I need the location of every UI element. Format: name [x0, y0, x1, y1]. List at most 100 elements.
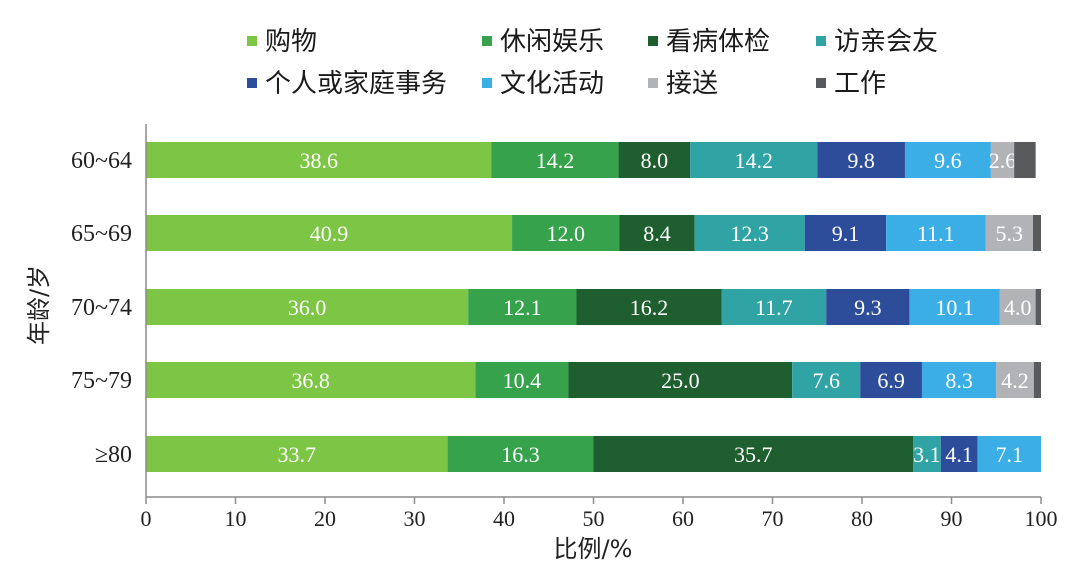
bar-segment	[146, 362, 476, 398]
data-label: 8.4	[643, 221, 671, 246]
bar-segment	[593, 436, 914, 472]
data-label: 40.9	[310, 221, 349, 246]
x-tick-label: 60	[672, 506, 694, 531]
bar-segment	[804, 215, 887, 251]
x-tick-label: 10	[225, 506, 247, 531]
data-label: 11.1	[917, 221, 955, 246]
data-label: 10.1	[935, 295, 974, 320]
bar-segment	[904, 142, 991, 178]
bar-segment	[826, 289, 910, 325]
bar-segment	[146, 142, 492, 178]
data-label: 5.3	[995, 221, 1023, 246]
data-label: 6.9	[877, 368, 905, 393]
bar-segment	[447, 436, 594, 472]
y-axis-title: 年龄/岁	[25, 265, 53, 345]
legend-label: 接送	[666, 69, 718, 99]
legend-swatch	[482, 36, 492, 46]
legend-label: 个人或家庭事务	[265, 69, 447, 99]
data-label: 3.1	[913, 442, 941, 467]
legend-label: 看病体检	[666, 27, 770, 57]
bar-segment	[146, 436, 448, 472]
data-label: 12.1	[503, 295, 542, 320]
legend-label: 购物	[265, 27, 317, 57]
legend-swatch	[648, 78, 658, 88]
data-label: 38.6	[299, 148, 338, 173]
x-tick-label: 30	[404, 506, 426, 531]
category-label: 75~79	[71, 368, 132, 394]
bar-segment	[1033, 362, 1041, 398]
bar-segment	[468, 289, 577, 325]
data-label: 12.0	[547, 221, 586, 246]
bar-segment	[999, 289, 1036, 325]
legend-label: 文化活动	[500, 69, 604, 99]
x-axis-title: 比例/%	[554, 535, 633, 563]
bar-segment	[886, 215, 986, 251]
data-label: 2.6	[989, 148, 1017, 173]
bar-segment	[619, 215, 695, 251]
data-label: 14.2	[536, 148, 575, 173]
bar-segment	[921, 362, 997, 398]
x-tick-label: 90	[941, 506, 963, 531]
x-tick-label: 0	[141, 506, 152, 531]
data-label: 16.3	[501, 442, 540, 467]
bar-segment	[817, 142, 905, 178]
x-tick-label: 20	[314, 506, 336, 531]
x-tick-label: 50	[583, 506, 605, 531]
legend-swatch	[482, 78, 492, 88]
data-label: 16.2	[630, 295, 669, 320]
category-label: ≥80	[95, 442, 132, 468]
data-label: 36.8	[291, 368, 330, 393]
bar-segment	[792, 362, 861, 398]
bar-segment	[475, 362, 569, 398]
bar-segment	[909, 289, 1000, 325]
bar-segment	[721, 289, 827, 325]
bar-segment	[996, 362, 1034, 398]
legend-swatch	[648, 36, 658, 46]
bar-segment	[990, 142, 1015, 178]
x-tick-label: 70	[762, 506, 784, 531]
data-label: 10.4	[503, 368, 542, 393]
legend-swatch	[816, 36, 826, 46]
data-label: 12.3	[730, 221, 769, 246]
data-label: 9.1	[832, 221, 860, 246]
bar-segment	[860, 362, 922, 398]
data-label: 4.0	[1004, 295, 1032, 320]
bar-segment	[1014, 142, 1036, 178]
category-label: 60~64	[71, 148, 132, 174]
axes: 0 10 20 30 40 50 60 70 80 90 100	[141, 124, 1058, 531]
category-label: 65~69	[71, 221, 132, 247]
legend-label: 工作	[834, 69, 886, 99]
bar-segment	[985, 215, 1033, 251]
bar-segment	[940, 436, 978, 472]
data-label: 11.7	[755, 295, 793, 320]
x-tick-label: 40	[493, 506, 515, 531]
x-tick-label: 100	[1025, 506, 1058, 531]
bar-segment	[146, 215, 513, 251]
bars: 38.6 14.2 8.0 14.2 9.8 9.6 2.6 60~64 40.9 12.0 8.4…	[71, 142, 1041, 472]
legend-swatch	[247, 78, 257, 88]
bar-segment	[690, 142, 818, 178]
data-label: 4.1	[945, 442, 973, 467]
bar-segment	[512, 215, 620, 251]
data-label: 25.0	[661, 368, 700, 393]
data-label: 9.8	[847, 148, 875, 173]
data-label: 36.0	[288, 295, 327, 320]
data-label: 7.1	[995, 442, 1023, 467]
x-tick-label: 80	[851, 506, 873, 531]
legend-swatch	[247, 36, 257, 46]
bar-segment	[576, 289, 722, 325]
data-label: 14.2	[734, 148, 773, 173]
bar-segment	[977, 436, 1041, 472]
legend-label: 访亲会友	[834, 27, 938, 57]
legend-swatch	[816, 78, 826, 88]
bar-segment	[491, 142, 619, 178]
data-label: 9.3	[854, 295, 882, 320]
data-label: 8.3	[945, 368, 973, 393]
bar-segment	[913, 436, 941, 472]
data-label: 35.7	[734, 442, 773, 467]
data-label: 4.2	[1001, 368, 1029, 393]
data-label: 8.0	[641, 148, 669, 173]
bar-segment	[1035, 289, 1041, 325]
